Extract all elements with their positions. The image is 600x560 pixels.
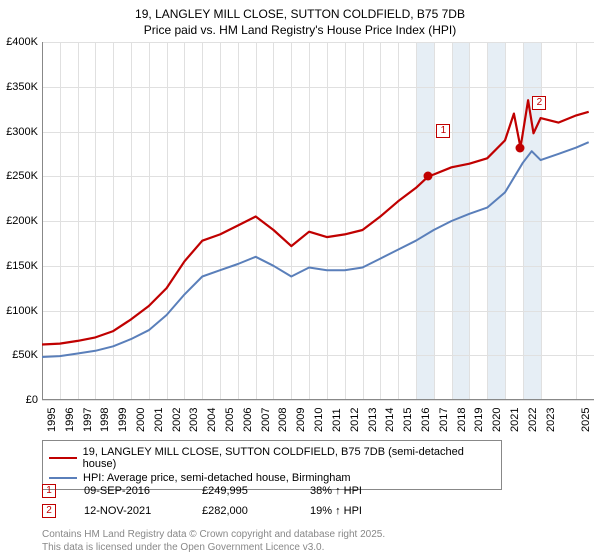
y-tick-label: £0 xyxy=(26,394,38,406)
sale-row-hpi: 19% ↑ HPI xyxy=(310,505,390,517)
footer-attribution: Contains HM Land Registry data © Crown c… xyxy=(42,528,385,554)
legend-swatch xyxy=(49,457,77,459)
x-tick-label: 2019 xyxy=(473,408,485,432)
x-tick-label: 2011 xyxy=(331,408,343,432)
sale-row-price: £249,995 xyxy=(202,485,282,497)
sale-dot xyxy=(516,143,525,152)
x-tick-label: 2002 xyxy=(171,408,183,432)
sale-row-date: 09-SEP-2016 xyxy=(84,485,174,497)
x-axis: 1995 1996 1997 1998 1999 2000 2001 2002 2003 2004… xyxy=(42,402,594,442)
price-hpi-chart: 19, LANGLEY MILL CLOSE, SUTTON COLDFIELD… xyxy=(0,0,600,560)
y-tick-label: £250K xyxy=(6,170,38,182)
y-tick-label: £50K xyxy=(12,349,38,361)
y-tick-label: £400K xyxy=(6,36,38,48)
x-tick-label: 2000 xyxy=(135,408,147,432)
legend-row: HPI: Average price, semi-detached house,… xyxy=(49,471,495,485)
x-tick-label: 2023 xyxy=(545,408,557,432)
y-axis: £0£50K£100K£150K£200K£250K£300K£350K£400… xyxy=(0,42,42,400)
sale-annotations: 1 09-SEP-2016 £249,995 38% ↑ HPI 2 12-NOV-202… xyxy=(42,484,582,524)
y-tick-label: £350K xyxy=(6,81,38,93)
x-tick-label: 2015 xyxy=(402,408,414,432)
x-tick-label: 2010 xyxy=(313,408,325,432)
x-tick-label: 1999 xyxy=(117,408,129,432)
legend-label: 19, LANGLEY MILL CLOSE, SUTTON COLDFIELD… xyxy=(83,446,495,470)
x-tick-label: 2013 xyxy=(367,408,379,432)
x-tick-label: 2007 xyxy=(260,408,272,432)
x-tick-label: 1995 xyxy=(46,408,58,432)
x-tick-label: 2017 xyxy=(438,408,450,432)
x-tick-label: 2022 xyxy=(527,408,539,432)
sale-marker-box: 2 xyxy=(532,96,546,110)
series-svg xyxy=(42,42,594,400)
sale-row-marker: 2 xyxy=(42,504,56,518)
chart-title: 19, LANGLEY MILL CLOSE, SUTTON COLDFIELD… xyxy=(0,0,600,38)
legend-label: HPI: Average price, semi-detached house,… xyxy=(83,472,351,484)
x-tick-label: 2004 xyxy=(206,408,218,432)
legend: 19, LANGLEY MILL CLOSE, SUTTON COLDFIELD… xyxy=(42,440,502,490)
footer-line-2: This data is licensed under the Open Gov… xyxy=(42,541,385,554)
x-tick-label: 2003 xyxy=(188,408,200,432)
x-tick-label: 2014 xyxy=(384,408,396,432)
x-tick-label: 1998 xyxy=(99,408,111,432)
x-tick-label: 2021 xyxy=(509,408,521,432)
x-tick-label: 2009 xyxy=(295,408,307,432)
sale-row: 1 09-SEP-2016 £249,995 38% ↑ HPI xyxy=(42,484,582,498)
x-tick-label: 2006 xyxy=(242,408,254,432)
legend-row: 19, LANGLEY MILL CLOSE, SUTTON COLDFIELD… xyxy=(49,445,495,471)
legend-swatch xyxy=(49,477,77,479)
sale-row-hpi: 38% ↑ HPI xyxy=(310,485,390,497)
footer-line-1: Contains HM Land Registry data © Crown c… xyxy=(42,528,385,541)
x-tick-label: 2020 xyxy=(491,408,503,432)
plot-area: 12 xyxy=(42,42,594,400)
y-tick-label: £300K xyxy=(6,126,38,138)
x-tick-label: 1996 xyxy=(64,408,76,432)
sale-dot xyxy=(424,172,433,181)
title-line-1: 19, LANGLEY MILL CLOSE, SUTTON COLDFIELD… xyxy=(0,6,600,22)
x-tick-label: 2012 xyxy=(349,408,361,432)
title-line-2: Price paid vs. HM Land Registry's House … xyxy=(0,22,600,38)
x-tick-label: 2018 xyxy=(456,408,468,432)
gridline-h xyxy=(42,400,594,401)
sale-marker-box: 1 xyxy=(436,124,450,138)
sale-row-date: 12-NOV-2021 xyxy=(84,505,174,517)
x-tick-label: 2008 xyxy=(277,408,289,432)
sale-row-price: £282,000 xyxy=(202,505,282,517)
x-tick-label: 1997 xyxy=(82,408,94,432)
x-tick-label: 2025 xyxy=(580,408,592,432)
x-tick-label: 2005 xyxy=(224,408,236,432)
y-tick-label: £200K xyxy=(6,215,38,227)
sale-row: 2 12-NOV-2021 £282,000 19% ↑ HPI xyxy=(42,504,582,518)
y-tick-label: £100K xyxy=(6,305,38,317)
x-tick-label: 2016 xyxy=(420,408,432,432)
y-tick-label: £150K xyxy=(6,260,38,272)
sale-row-marker: 1 xyxy=(42,484,56,498)
series-property xyxy=(42,100,589,344)
x-tick-label: 2001 xyxy=(153,408,165,432)
